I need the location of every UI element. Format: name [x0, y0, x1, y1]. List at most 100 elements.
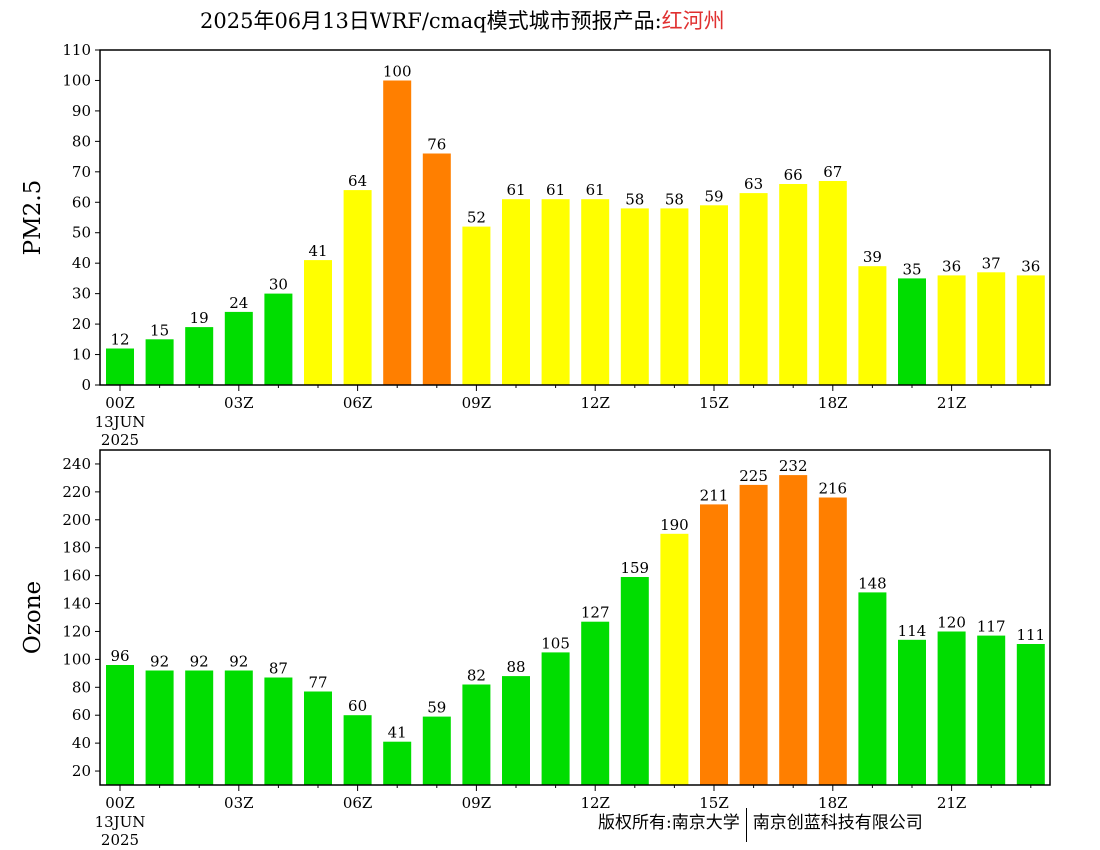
pm25-ytick-label: 90	[72, 102, 91, 120]
ozone-ylabel: Ozone	[20, 581, 46, 654]
ozone-data-label: 59	[427, 699, 446, 717]
pm25-bar	[264, 293, 293, 385]
ozone-bar	[818, 497, 847, 785]
ozone-data-label: 92	[229, 653, 248, 671]
pm25-data-label: 61	[506, 181, 525, 199]
ozone-xtick-label: 00Z	[105, 794, 135, 812]
ozone-bar	[660, 533, 689, 786]
pm25-data-label: 59	[704, 187, 723, 205]
ozone-data-label: 60	[348, 697, 367, 715]
ozone-xtick-label: 18Z	[818, 794, 848, 812]
ozone-xtick-label: 15Z	[699, 794, 729, 812]
chart-title: 2025年06月13日WRF/cmaq模式城市预报产品:红河州	[200, 5, 725, 35]
pm25-bar	[581, 199, 610, 385]
pm25-xtick-label: 03Z	[224, 394, 254, 412]
ozone-data-label: 111	[1016, 626, 1045, 644]
pm25-ytick-label: 20	[72, 315, 91, 333]
ozone-data-label: 92	[190, 653, 209, 671]
ozone-bar	[620, 577, 649, 785]
pm25-xtick-label: 12Z	[580, 394, 610, 412]
pm25-ytick-label: 60	[72, 193, 91, 211]
pm25-data-label: 12	[110, 331, 129, 349]
copyright-left: 版权所有:南京大学	[598, 813, 740, 833]
ozone-ytick-label: 180	[62, 539, 91, 557]
ozone-bar	[106, 665, 134, 785]
pm25-bar	[1016, 275, 1045, 385]
pm25-data-label: 52	[467, 209, 486, 227]
pm25-data-label: 36	[942, 257, 961, 275]
ozone-data-label: 96	[110, 647, 129, 665]
pm25-bar	[383, 80, 412, 385]
ozone-panel: 96 92 92 92 87 77 60 41 59 82 88 105 127 159 190 211 225…	[20, 449, 1051, 849]
pm25-ytick-label: 100	[62, 71, 91, 89]
pm25-bar	[422, 153, 451, 385]
ozone-data-label: 87	[269, 660, 288, 678]
pm25-data-label: 100	[383, 63, 412, 81]
pm25-data-label: 24	[229, 294, 248, 312]
pm25-data-label: 36	[1021, 257, 1040, 275]
pm25-ytick-label: 0	[81, 376, 91, 394]
pm25-data-label: 19	[190, 309, 209, 327]
pm25-date-label: 13JUN	[95, 413, 146, 431]
pm25-ytick-label: 70	[72, 163, 91, 181]
ozone-ytick-label: 60	[72, 706, 91, 724]
title-city: 红河州	[661, 9, 725, 33]
pm25-bar	[779, 184, 808, 385]
ozone-data-label: 148	[858, 574, 887, 592]
ozone-bar	[937, 631, 966, 785]
ozone-bar	[304, 691, 332, 785]
ozone-bar	[581, 621, 610, 785]
pm25-data-label: 76	[427, 136, 446, 154]
pm25-data-label: 39	[863, 248, 882, 266]
ozone-frame	[99, 449, 1051, 786]
ozone-bar	[858, 592, 887, 785]
pm25-data-label: 64	[348, 172, 367, 190]
ozone-xtick-label: 12Z	[580, 794, 610, 812]
pm25-data-label: 58	[665, 190, 684, 208]
ozone-data-label: 211	[700, 486, 729, 504]
pm25-data-label: 61	[586, 181, 605, 199]
pm25-bar	[818, 181, 847, 385]
ozone-bar	[898, 639, 926, 785]
pm25-data-label: 67	[823, 163, 842, 181]
pm25-bar	[185, 327, 214, 385]
pm25-data-label: 63	[744, 175, 763, 193]
pm25-bar	[937, 275, 966, 385]
pm25-data-label: 66	[784, 166, 803, 184]
pm25-bar	[977, 272, 1006, 385]
ozone-date-label: 2025	[101, 831, 139, 849]
pm25-ytick-label: 50	[72, 224, 91, 242]
pm25-xtick-label: 00Z	[105, 394, 135, 412]
pm25-bar	[502, 199, 530, 385]
ozone-ytick-label: 220	[62, 483, 91, 501]
title-line: 2025年06月13日WRF/cmaq模式城市预报产品:红河州	[0, 5, 1100, 37]
pm25-bar	[343, 190, 372, 385]
title-prefix: 2025年06月13日WRF/cmaq模式城市预报产品:	[200, 9, 662, 33]
ozone-ytick-label: 160	[62, 567, 91, 585]
ozone-bar	[383, 741, 412, 785]
pm25-ytick-label: 40	[72, 254, 91, 272]
ozone-ytick-label: 40	[72, 734, 91, 752]
ozone-bar	[462, 684, 491, 785]
pm25-xtick-label: 15Z	[699, 394, 729, 412]
ozone-data-label: 77	[308, 674, 327, 692]
pm25-data-label: 58	[625, 190, 644, 208]
ozone-bar	[145, 670, 174, 785]
pm25-ytick-label: 110	[62, 41, 91, 59]
pm25-data-label: 37	[982, 254, 1001, 272]
pm25-data-label: 35	[902, 260, 921, 278]
pm25-bar	[462, 226, 491, 385]
ozone-data-label: 82	[467, 667, 486, 685]
ozone-bar	[185, 670, 214, 785]
pm25-bar	[898, 278, 926, 385]
ozone-data-label: 232	[779, 457, 808, 475]
pm25-bar	[739, 193, 768, 385]
ozone-data-label: 41	[388, 724, 407, 742]
ozone-bar	[541, 652, 570, 785]
pm25-xtick-label: 06Z	[343, 394, 373, 412]
pm25-bar	[660, 208, 689, 385]
ozone-bar	[977, 635, 1006, 785]
ozone-xtick-label: 06Z	[343, 794, 373, 812]
pm25-bar	[106, 348, 134, 385]
